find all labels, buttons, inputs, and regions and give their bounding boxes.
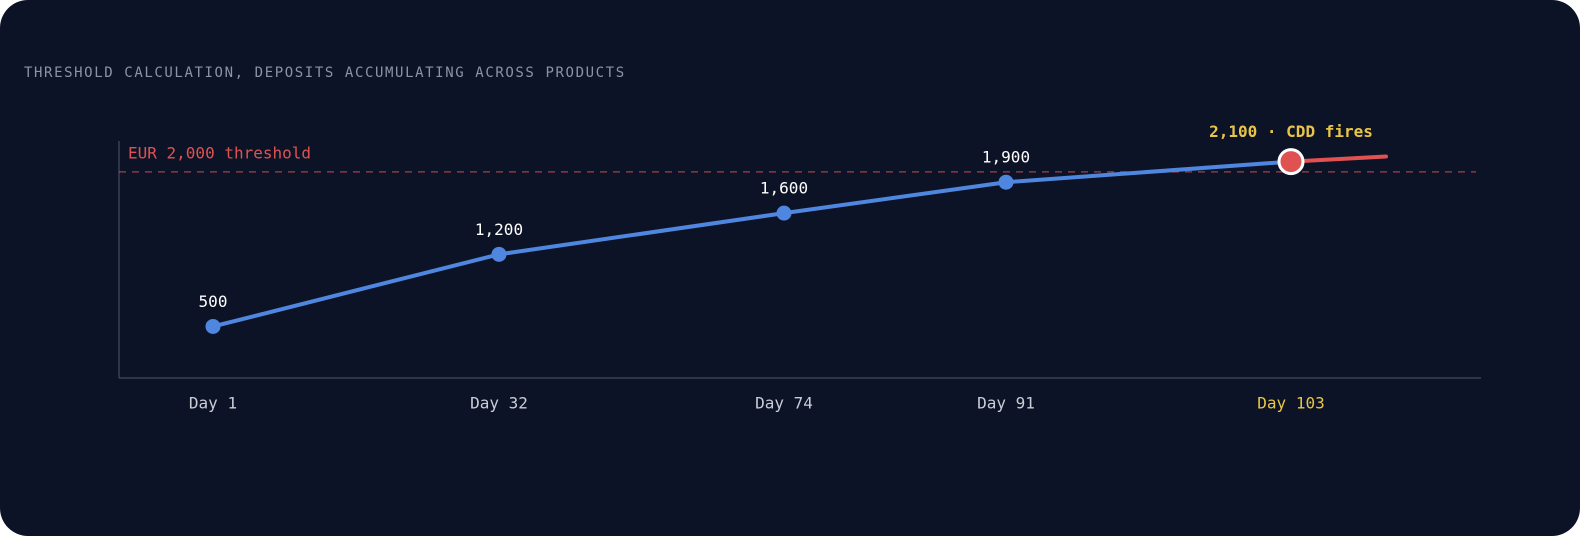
x-tick-label: Day 1 [189, 394, 237, 413]
x-tick-label: Day 103 [1257, 394, 1324, 413]
x-tick-label: Day 91 [977, 394, 1035, 413]
point [776, 205, 792, 221]
point [491, 246, 507, 262]
threshold-label: EUR 2,000 threshold [128, 143, 311, 162]
alert-extension [1289, 154, 1388, 164]
value-label: 1,200 [475, 220, 523, 239]
value-label: 2,100 · CDD fires [1209, 122, 1373, 141]
chart-title: THRESHOLD CALCULATION, DEPOSITS ACCUMULA… [24, 65, 626, 81]
x-tick-label: Day 32 [470, 394, 528, 413]
x-tick-label: Day 74 [755, 394, 813, 413]
value-label: 500 [199, 292, 228, 311]
value-label: 1,900 [982, 148, 1030, 167]
alert-point [1277, 148, 1305, 176]
series-line [212, 159, 1292, 329]
value-label: 1,600 [760, 179, 808, 198]
point [998, 174, 1014, 190]
point [205, 318, 221, 334]
